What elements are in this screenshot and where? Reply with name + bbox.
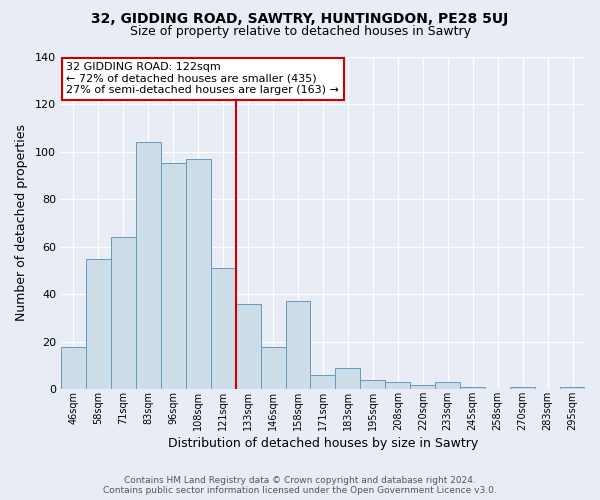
Bar — [335, 368, 361, 390]
Bar — [385, 382, 410, 390]
Bar — [61, 346, 86, 390]
Text: Size of property relative to detached houses in Sawtry: Size of property relative to detached ho… — [130, 25, 470, 38]
Bar — [111, 237, 136, 390]
Bar — [310, 375, 335, 390]
Bar — [136, 142, 161, 390]
Text: 32 GIDDING ROAD: 122sqm
← 72% of detached houses are smaller (435)
27% of semi-d: 32 GIDDING ROAD: 122sqm ← 72% of detache… — [67, 62, 340, 96]
Bar — [560, 387, 585, 390]
X-axis label: Distribution of detached houses by size in Sawtry: Distribution of detached houses by size … — [168, 437, 478, 450]
Bar — [161, 164, 186, 390]
Bar — [361, 380, 385, 390]
Bar — [435, 382, 460, 390]
Bar — [410, 384, 435, 390]
Y-axis label: Number of detached properties: Number of detached properties — [15, 124, 28, 322]
Bar — [86, 258, 111, 390]
Bar — [460, 387, 485, 390]
Bar — [260, 346, 286, 390]
Bar — [211, 268, 236, 390]
Bar — [510, 387, 535, 390]
Text: 32, GIDDING ROAD, SAWTRY, HUNTINGDON, PE28 5UJ: 32, GIDDING ROAD, SAWTRY, HUNTINGDON, PE… — [91, 12, 509, 26]
Text: Contains HM Land Registry data © Crown copyright and database right 2024.: Contains HM Land Registry data © Crown c… — [124, 476, 476, 485]
Text: Contains public sector information licensed under the Open Government Licence v3: Contains public sector information licen… — [103, 486, 497, 495]
Bar — [186, 158, 211, 390]
Bar — [286, 302, 310, 390]
Bar — [236, 304, 260, 390]
